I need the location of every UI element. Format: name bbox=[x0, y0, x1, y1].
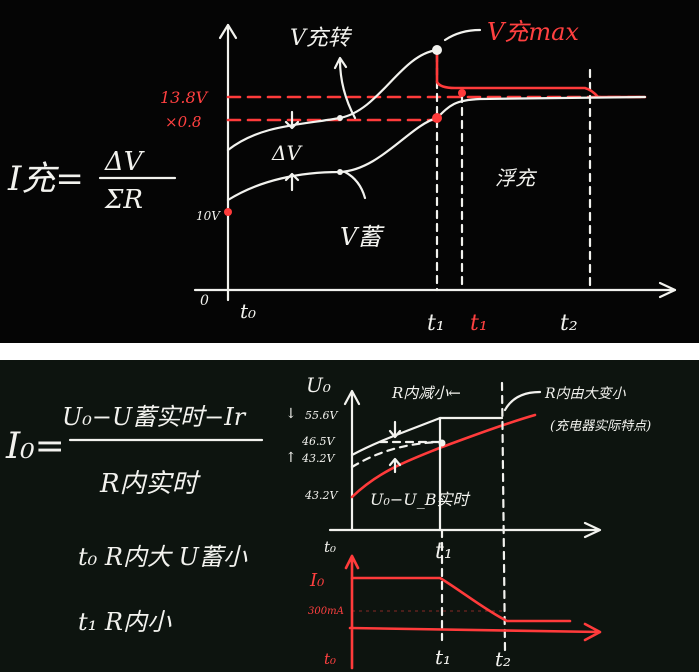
tick-55.6v: 55.6V bbox=[305, 409, 338, 422]
tick-300ma: 300mA bbox=[308, 606, 344, 617]
peak-point bbox=[432, 45, 442, 55]
bottom-board: I₀= U₀−U蓄实时−Ir R内实时 t₀ R内大 U蓄小 t₁ R内小 U₀… bbox=[0, 360, 699, 672]
t1-label: t₁ bbox=[435, 539, 453, 564]
r-note-label: R内由大变小 bbox=[544, 386, 627, 402]
top-formula: I充= ΔV ΣR bbox=[7, 147, 177, 215]
t2-marker bbox=[500, 381, 507, 652]
v-battery-label: V蓄 bbox=[340, 223, 385, 251]
r-note2-label: (充电器实际特点) bbox=[550, 418, 651, 434]
formula-lhs: I充= bbox=[7, 159, 84, 199]
t0-label: t₀ bbox=[324, 538, 336, 556]
tick-10v: 10V bbox=[196, 209, 221, 223]
top-board: I充= ΔV ΣR 13.8V ×0.8 10V 0 t₀ t₁ t₁ t₂ V… bbox=[0, 0, 699, 343]
float-charge-label: 浮充 bbox=[495, 166, 538, 190]
origin-label: 0 bbox=[200, 293, 209, 309]
delta-v-label: ΔV bbox=[271, 141, 303, 165]
formula-denominator: ΣR bbox=[104, 185, 143, 215]
t0-label: t₀ bbox=[240, 299, 256, 323]
note-t1: t₁ R内小 bbox=[78, 608, 172, 636]
start-point bbox=[224, 208, 232, 216]
diff-label: U₀−U_B实时 bbox=[370, 490, 471, 509]
lower-t0-label: t₀ bbox=[324, 650, 336, 668]
note-t0: t₀ R内大 U蓄小 bbox=[78, 543, 248, 571]
up-arrow: ↑ bbox=[285, 450, 297, 466]
lower-t1-label: t₁ bbox=[435, 645, 451, 669]
v-charger-max-label: V充max bbox=[487, 18, 579, 46]
t1-label: t₁ bbox=[427, 311, 445, 336]
tick-46.5v: 46.5V bbox=[301, 435, 335, 448]
t2-label: t₂ bbox=[560, 311, 578, 336]
u0-label: U₀ bbox=[306, 373, 331, 397]
formula-lhs: I₀= bbox=[5, 426, 65, 467]
r-decreasing-label: R内减小← bbox=[391, 384, 461, 402]
formula-numerator: ΔV bbox=[104, 147, 145, 177]
i0-label: I₀ bbox=[309, 570, 324, 591]
battery-voltage-curve bbox=[226, 95, 647, 202]
tick-43.2v-a: 43.2V bbox=[301, 452, 335, 465]
formula-numerator: U₀−U蓄实时−Ir bbox=[62, 403, 247, 431]
current-curve bbox=[350, 576, 572, 623]
v-charger-label: V充转 bbox=[290, 26, 353, 51]
formula-denominator: R内实时 bbox=[99, 469, 202, 499]
tick-13.8v: 13.8V bbox=[160, 88, 209, 107]
tick-0.8: ×0.8 bbox=[165, 113, 201, 131]
bottom-formula: I₀= U₀−U蓄实时−Ir R内实时 t₀ R内大 U蓄小 t₁ R内小 bbox=[5, 403, 264, 636]
charger-max-curve bbox=[435, 48, 647, 99]
tick-43.2v-b: 43.2V bbox=[304, 489, 338, 502]
lower-t2-label: t₂ bbox=[495, 647, 511, 671]
charger-voltage-curve bbox=[350, 416, 504, 457]
t1-red-label: t₁ bbox=[470, 311, 488, 336]
top-axes bbox=[193, 23, 677, 302]
down-arrow: ↓ bbox=[285, 406, 297, 422]
